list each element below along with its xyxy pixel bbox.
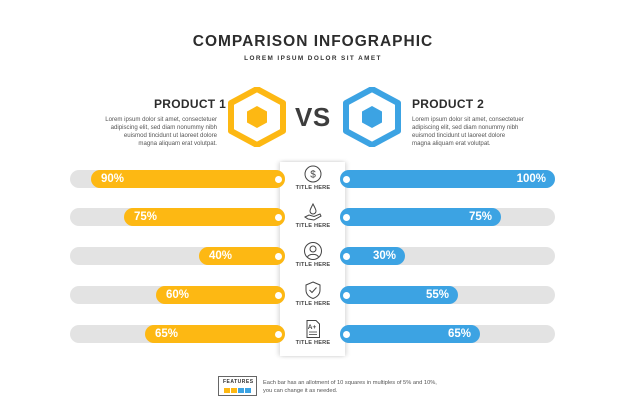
feature-title-label: TITLE HERE [295,301,331,307]
product1-bar-value: 90% [101,173,125,185]
feature-title-label: TITLE HERE [295,262,331,268]
page-subtitle: LOREM IPSUM DOLOR SIT AMET [244,55,382,62]
product1-desc-line: magna aliquam erat volutpat. [138,140,217,148]
product1-bar-fill: 60% [156,286,285,304]
product2-bar-fill: 55% [340,286,458,304]
document-grade-icon: A+ [303,319,323,339]
features-legend-box: FEATURES [218,376,257,396]
legend-swatch [238,388,244,393]
product1-bar-dot [275,175,282,183]
product1-bar-dot [275,330,282,338]
product2-bar-fill: 100% [340,170,555,188]
product1-description: Lorem ipsum dolor sit amet, consectetuer… [97,116,217,148]
product2-bar-fill: 75% [340,208,501,226]
feature-title-label: TITLE HERE [295,340,331,346]
product2-name: PRODUCT 2 [412,97,485,111]
legend-swatch [245,388,251,393]
product2-desc-line: Lorem ipsum dolor sit amet, consectetuer [412,116,524,123]
features-note-line: Each bar has an allotment of 10 squares … [263,380,437,386]
product2-bar-value: 55% [425,289,449,301]
page-title: COMPARISON INFOGRAPHIC [192,33,434,50]
product1-bar-value: 40% [209,250,233,262]
product1-desc-line: euismod tincidunt ut laoreet dolore [123,132,217,140]
vs-label: VS [295,102,331,132]
features-note: Each bar has an allotment of 10 squares … [263,380,463,395]
product2-bar-dot [343,175,350,183]
product1-bar-value: 60% [166,289,190,301]
product1-bar-dot [275,213,282,221]
product1-bar-fill: 65% [145,325,285,343]
feature-title-label: TITLE HERE [295,185,331,191]
product2-bar-value: 30% [372,250,396,262]
product1-bar-fill: 90% [91,170,285,188]
hand-water-drop-icon [303,202,323,222]
user-icon [303,241,323,261]
product1-desc-line: adipiscing elit, sed diam nonummy nibh [110,124,217,132]
product2-description: Lorem ipsum dolor sit amet, consectetuer… [412,116,532,148]
legend-swatch [231,388,237,393]
feature-title-label: TITLE HERE [295,223,331,229]
product1-bar-value: 65% [155,328,179,340]
svg-text:$: $ [310,170,316,181]
product2-bar-dot [343,291,350,299]
product1-name: PRODUCT 1 [154,97,227,111]
features-legend-label: FEATURES [223,379,254,385]
product1-hexagon-icon [228,87,286,147]
dollar-icon: $ [303,164,323,184]
product2-bar-value: 100% [516,173,546,185]
product2-hexagon-icon [343,87,401,147]
product2-desc-line: magna aliquam erat volutpat. [412,140,491,148]
product2-desc-line: adipiscing elit, sed diam nonummy nibh [412,124,519,132]
product2-bar-fill: 65% [340,325,480,343]
shield-check-icon [303,280,323,300]
product2-bar-dot [343,252,350,260]
features-note-line: you can change it as needed. [263,387,338,394]
product1-bar-dot [275,291,282,299]
product2-bar-fill: 30% [340,247,405,265]
product2-bar-value: 75% [468,211,492,223]
product1-bar-fill: 75% [124,208,285,226]
product1-bar-value: 75% [134,211,158,223]
product1-desc-line: Lorem ipsum dolor sit amet, consectetuer [105,116,217,123]
product2-desc-line: euismod tincidunt ut laoreet dolore [412,132,506,140]
product2-bar-value: 65% [447,328,471,340]
product2-bar-dot [343,330,350,338]
product2-bar-dot [343,213,350,221]
svg-text:A+: A+ [308,324,317,331]
product1-bar-dot [275,252,282,260]
product1-bar-fill: 40% [199,247,285,265]
legend-swatch [224,388,230,393]
